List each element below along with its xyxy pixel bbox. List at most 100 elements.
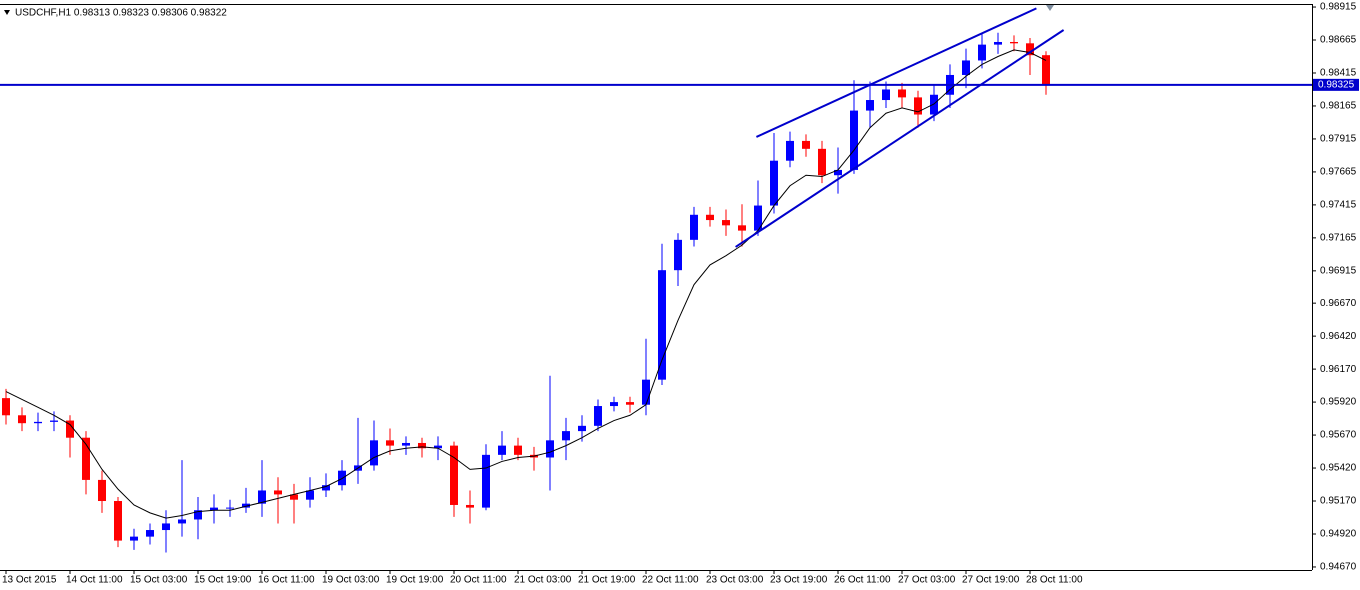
candle-body	[578, 425, 586, 432]
candle-body	[82, 437, 90, 480]
candle-body	[450, 445, 458, 505]
candle-body	[594, 406, 602, 426]
y-tick-label: 0.98415	[1320, 68, 1357, 79]
candle-body	[1026, 43, 1034, 56]
x-tick-label: 13 Oct 2015	[2, 575, 57, 586]
candle-body	[290, 494, 298, 500]
candle-body	[626, 402, 634, 405]
candle-body	[882, 89, 890, 101]
candle-body	[1010, 41, 1018, 44]
x-tick-label: 28 Oct 11:00	[1026, 575, 1083, 586]
candle-body	[370, 440, 378, 466]
candle-body	[802, 140, 810, 149]
candle-body	[610, 402, 618, 407]
candle-body	[18, 415, 26, 424]
y-tick-label: 0.95170	[1320, 496, 1357, 507]
x-tick-label: 19 Oct 19:00	[386, 575, 444, 586]
x-tick-label: 26 Oct 11:00	[834, 575, 891, 586]
candle-body	[962, 60, 970, 75]
candle-body	[498, 445, 506, 455]
candle-body	[738, 225, 746, 231]
candle-body	[642, 379, 650, 405]
x-tick-label: 21 Oct 03:00	[514, 575, 572, 586]
x-tick-label: 21 Oct 19:00	[578, 575, 636, 586]
candle-body	[130, 536, 138, 541]
candle-body	[162, 523, 170, 531]
candle-body	[258, 490, 266, 504]
y-tick-label: 0.96420	[1320, 331, 1357, 342]
candle-body	[850, 110, 858, 170]
candle-body	[690, 214, 698, 240]
candle-body	[226, 507, 234, 509]
x-tick-label: 23 Oct 19:00	[770, 575, 828, 586]
moving-average	[5, 49, 1047, 519]
y-tick-label: 0.98915	[1320, 2, 1357, 13]
chart-title: USDCHF,H1 0.98313 0.98323 0.98306 0.9832…	[15, 8, 227, 19]
x-tick-label: 20 Oct 11:00	[450, 575, 507, 586]
x-tick-label: 14 Oct 11:00	[66, 575, 123, 586]
trend-line	[755, 7, 1037, 138]
candle-body	[706, 214, 714, 221]
y-tick-label: 0.97665	[1320, 167, 1357, 178]
candle-body	[546, 440, 554, 458]
candle-body	[658, 270, 666, 380]
candle-body	[146, 530, 154, 537]
candle-body	[914, 97, 922, 115]
x-tick-label: 27 Oct 19:00	[962, 575, 1020, 586]
x-tick-label: 27 Oct 03:00	[898, 575, 956, 586]
candle-body	[722, 220, 730, 226]
candle-body	[562, 431, 570, 441]
candle-body	[50, 420, 58, 422]
candle-body	[322, 485, 330, 491]
candle-body	[66, 420, 74, 438]
candle-body	[338, 470, 346, 486]
candle-body	[306, 490, 314, 500]
candle-body	[1042, 55, 1050, 86]
y-tick-label: 0.96915	[1320, 265, 1357, 276]
y-tick-label: 0.97165	[1320, 233, 1357, 244]
candle-body	[482, 454, 490, 508]
candle-body	[386, 440, 394, 446]
candle-body	[274, 490, 282, 495]
dropdown-icon	[4, 10, 10, 15]
y-tick-label: 0.98165	[1320, 101, 1357, 112]
x-tick-label: 15 Oct 19:00	[194, 575, 252, 586]
y-tick-label: 0.97415	[1320, 200, 1357, 211]
candle-body	[930, 94, 938, 115]
y-tick-label: 0.95420	[1320, 463, 1357, 474]
price-label-box	[1313, 78, 1359, 91]
y-tick-label: 0.96170	[1320, 364, 1357, 375]
candle-body	[242, 503, 250, 508]
candle-body	[754, 205, 762, 231]
candle-body	[770, 160, 778, 206]
y-tick-label: 0.97915	[1320, 134, 1357, 145]
y-tick-label: 0.95920	[1320, 397, 1357, 408]
candle-body	[818, 148, 826, 176]
candle-body	[994, 41, 1002, 45]
y-tick-label: 0.98665	[1320, 35, 1357, 46]
y-tick-label: 0.95670	[1320, 430, 1357, 441]
candle-body	[978, 44, 986, 61]
candle-body	[434, 445, 442, 449]
candle-body	[674, 239, 682, 271]
candle-body	[114, 501, 122, 541]
candle-body	[866, 100, 874, 111]
y-tick-label: 0.94670	[1320, 562, 1357, 573]
candle-body	[34, 421, 42, 424]
candle-body	[210, 507, 218, 511]
x-tick-label: 16 Oct 11:00	[258, 575, 315, 586]
x-tick-label: 23 Oct 03:00	[706, 575, 764, 586]
y-tick-label: 0.94920	[1320, 529, 1357, 540]
candle-body	[178, 519, 186, 524]
candle-body	[786, 140, 794, 161]
candle-body	[466, 504, 474, 508]
x-tick-label: 15 Oct 03:00	[130, 575, 188, 586]
candle-body	[194, 510, 202, 520]
candle-body	[898, 89, 906, 98]
candle-body	[98, 479, 106, 502]
price-label: 0.98325	[1318, 79, 1355, 90]
x-tick-label: 19 Oct 03:00	[322, 575, 380, 586]
candle-body	[418, 442, 426, 449]
